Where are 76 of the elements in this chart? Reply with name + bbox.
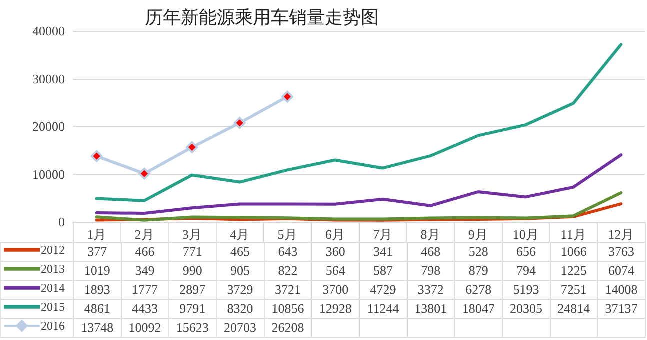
legend-label: 2013 (41, 262, 65, 276)
data-label: 377 (74, 242, 122, 262)
data-label: 20305 (502, 300, 550, 318)
data-label: 771 (168, 242, 216, 262)
x-tick-label: 3月 (182, 227, 202, 242)
legend-label: 2012 (41, 243, 65, 257)
data-label: 360 (312, 242, 360, 262)
data-label: 4433 (121, 300, 169, 318)
data-label: 798 (407, 262, 455, 280)
data-label: 564 (312, 262, 360, 280)
y-tick-label: 0 (58, 214, 65, 230)
data-label: 465 (216, 242, 264, 262)
data-label: 990 (168, 262, 216, 280)
data-label: 3763 (598, 242, 646, 262)
data-label: 2897 (168, 280, 216, 300)
x-tick-label: 2月 (134, 227, 154, 242)
data-label: 10856 (264, 300, 312, 318)
data-label: 12928 (312, 300, 360, 318)
data-label: 4861 (74, 300, 122, 318)
data-label: 13801 (407, 300, 455, 318)
data-label: 11244 (359, 300, 408, 318)
x-tick-label: 7月 (373, 227, 393, 242)
y-tick-label: 10000 (32, 166, 65, 182)
data-label: 643 (264, 242, 312, 262)
data-label: 905 (216, 262, 264, 280)
data-label: 822 (264, 262, 312, 280)
data-label: 24814 (550, 300, 598, 318)
legend-label: 2015 (41, 300, 65, 314)
data-label: 3372 (407, 280, 455, 300)
data-label: 13748 (74, 318, 122, 338)
data-label: 466 (121, 242, 169, 262)
x-tick-label: 9月 (468, 227, 488, 242)
y-tick-label: 40000 (32, 24, 65, 38)
data-label: 1066 (550, 242, 598, 262)
x-tick-label: 1月 (87, 227, 107, 242)
data-label: 5193 (502, 280, 550, 300)
data-label: 3721 (264, 280, 312, 300)
data-label: 1893 (74, 280, 122, 300)
data-label: 1019 (74, 262, 122, 280)
data-label: 341 (359, 242, 408, 262)
data-label: 6074 (598, 262, 646, 280)
data-label: 1225 (550, 262, 598, 280)
data-label: 37137 (598, 300, 646, 318)
data-label: 3700 (312, 280, 360, 300)
data-label: 14008 (598, 280, 646, 300)
chart-title: 历年新能源乘用车销量走势图 (145, 8, 379, 28)
data-label: 1777 (121, 280, 169, 300)
x-tick-label: 12月 (608, 227, 634, 242)
data-label: 7251 (550, 280, 598, 300)
data-label: 468 (407, 242, 455, 262)
x-tick-label: 10月 (512, 227, 539, 242)
data-label: 656 (502, 242, 550, 262)
data-label: 10092 (121, 318, 169, 338)
legend-label: 2014 (41, 281, 65, 295)
data-label: 15623 (168, 318, 216, 338)
y-tick-label: 20000 (32, 119, 65, 134)
data-label: 528 (454, 242, 502, 262)
x-tick-label: 8月 (420, 227, 440, 242)
data-label: 20703 (216, 318, 264, 338)
x-tick-label: 4月 (230, 227, 250, 242)
data-label: 18047 (454, 300, 502, 318)
data-label: 4729 (359, 280, 408, 300)
data-label: 8320 (216, 300, 264, 318)
data-label: 794 (502, 262, 550, 280)
data-label: 879 (454, 262, 502, 280)
data-label: 26208 (264, 318, 312, 338)
x-tick-label: 5月 (278, 227, 298, 242)
data-label: 9791 (168, 300, 216, 318)
data-label: 349 (121, 262, 169, 280)
y-tick-label: 30000 (32, 71, 65, 86)
data-label: 3729 (216, 280, 264, 300)
data-label: 587 (359, 262, 408, 280)
x-tick-label: 11月 (560, 227, 586, 242)
data-label: 6278 (454, 280, 502, 300)
x-tick-label: 6月 (325, 227, 345, 242)
legend-label: 2016 (41, 319, 65, 333)
